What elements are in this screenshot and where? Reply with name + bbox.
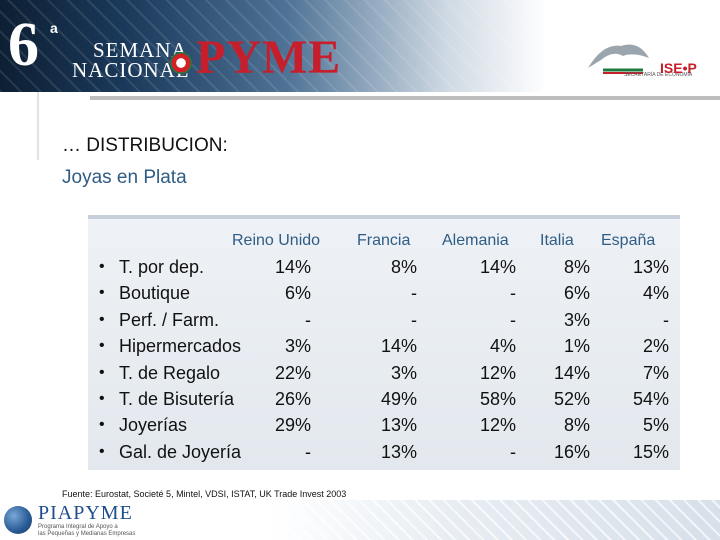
coat-of-arms-icon: [588, 44, 649, 74]
event-emblem-icon: [170, 52, 192, 74]
side-accent-line: [37, 92, 39, 160]
row-label: Joyerías: [119, 415, 188, 436]
table-row: • T. de Bisutería 26% 49% 58% 52% 54%: [0, 389, 720, 415]
table-cell: 6%: [284, 283, 311, 304]
pyme-logo: PYME: [196, 31, 342, 84]
table-cell: 22%: [274, 362, 311, 383]
table-cell: 3%: [390, 362, 417, 383]
table-cell: 1%: [563, 336, 590, 357]
table-cell: 49%: [380, 389, 417, 409]
piapyme-tagline-1: Programa Integral de Apoyo a: [38, 524, 118, 530]
bullet-icon: •: [99, 258, 105, 275]
table-cell: 16%: [553, 441, 590, 462]
table-cell: 14%: [274, 257, 311, 277]
table-cell: 58%: [479, 389, 516, 409]
table-cell: 8%: [563, 257, 590, 277]
table-cell: 29%: [274, 415, 311, 436]
column-header-espana: España: [601, 232, 656, 249]
bullet-icon: •: [99, 363, 105, 381]
table-row: • Gal. de Joyería - 13% - 16% 15%: [0, 442, 720, 468]
source-note: Fuente: Eurostat, Societé 5, Mintel, VDS…: [62, 489, 347, 499]
bullet-icon: •: [99, 337, 105, 355]
footer-band: [270, 500, 720, 540]
bullet-icon: •: [99, 284, 105, 302]
page-subtitle: Joyas en Plata: [62, 167, 187, 188]
banner-pattern: [0, 0, 720, 92]
edition-superscript: a: [50, 20, 58, 36]
table-cell: -: [510, 441, 516, 462]
table-panel-border: [88, 215, 680, 219]
column-header-reino-unido: Reino Unido: [232, 232, 321, 249]
semana-label: SEMANA: [93, 38, 188, 62]
table-cell: -: [663, 309, 669, 330]
table-cell: -: [411, 283, 417, 304]
table-cell: -: [305, 309, 311, 330]
table-panel: [88, 215, 680, 470]
column-header-italia: Italia: [540, 232, 574, 249]
edition-number: 6: [8, 11, 39, 79]
row-label: Hipermercados: [119, 336, 242, 357]
bullet-icon: •: [99, 416, 105, 434]
row-label: T. por dep.: [119, 257, 205, 277]
table-cell: 3%: [284, 336, 311, 357]
table-row: • T. por dep. 14% 8% 14% 8% 13%: [0, 257, 720, 283]
row-label: Gal. de Joyería: [119, 441, 242, 462]
column-header-francia: Francia: [357, 232, 411, 249]
table-row: • Joyerías 29% 13% 12% 8% 5%: [0, 415, 720, 441]
table-cell: 8%: [390, 257, 417, 277]
bullet-icon: •: [99, 442, 105, 460]
table-row: • Boutique 6% - - 6% 4%: [0, 283, 720, 309]
row-label: Boutique: [119, 283, 191, 304]
table-cell: 14%: [479, 257, 516, 277]
table-cell: 6%: [563, 283, 590, 304]
table-cell: -: [510, 309, 516, 330]
piapyme-tagline-2: las Pequeñas y Medianas Empresas: [38, 531, 136, 537]
column-header-alemania: Alemania: [442, 232, 509, 249]
globe-icon: [4, 506, 32, 534]
header-divider: [90, 96, 720, 100]
table-cell: 52%: [553, 389, 590, 409]
nacional-label: NACIONAL: [72, 58, 190, 82]
table-cell: 14%: [380, 336, 417, 357]
table-cell: 4%: [642, 283, 669, 304]
ministry-label: SECRETARÍA DE ECONOMÍA: [624, 72, 693, 78]
table-cell: 2%: [642, 336, 669, 357]
table-cell: 13%: [380, 415, 417, 436]
table-cell: 15%: [632, 441, 669, 462]
table-cell: 14%: [553, 362, 590, 383]
row-label: T. de Bisutería: [119, 389, 235, 409]
table-cell: 12%: [479, 362, 516, 383]
row-label: Perf. / Farm.: [119, 309, 220, 330]
bullet-icon: •: [99, 310, 105, 328]
row-label: T. de Regalo: [119, 362, 221, 383]
table-cell: 7%: [642, 362, 669, 383]
table-row: • Hipermercados 3% 14% 4% 1% 2%: [0, 336, 720, 362]
bullet-icon: •: [99, 390, 105, 407]
isep-logo-icon: ISE•P: [660, 60, 697, 76]
table-cell: -: [411, 309, 417, 330]
table-cell: 54%: [632, 389, 669, 409]
table-row: • Perf. / Farm. - - - 3% -: [0, 310, 720, 336]
table-cell: -: [510, 283, 516, 304]
table-cell: 13%: [380, 441, 417, 462]
table-cell: 3%: [563, 309, 590, 330]
table-cell: 12%: [479, 415, 516, 436]
table-cell: 13%: [632, 257, 669, 277]
table-cell: -: [305, 441, 311, 462]
piapyme-logo: PIAPYME: [38, 502, 133, 524]
header-banner: 6 a SEMANA NACIONAL PYME SECRETARÍA DE E…: [0, 0, 720, 92]
table-row: • T. de Regalo 22% 3% 12% 14% 7%: [0, 363, 720, 389]
table-cell: 4%: [489, 336, 516, 357]
table-cell: 26%: [274, 389, 311, 409]
table-cell: 5%: [642, 415, 669, 436]
page-title: … DISTRIBUCION:: [62, 135, 228, 156]
table-cell: 8%: [563, 415, 590, 436]
